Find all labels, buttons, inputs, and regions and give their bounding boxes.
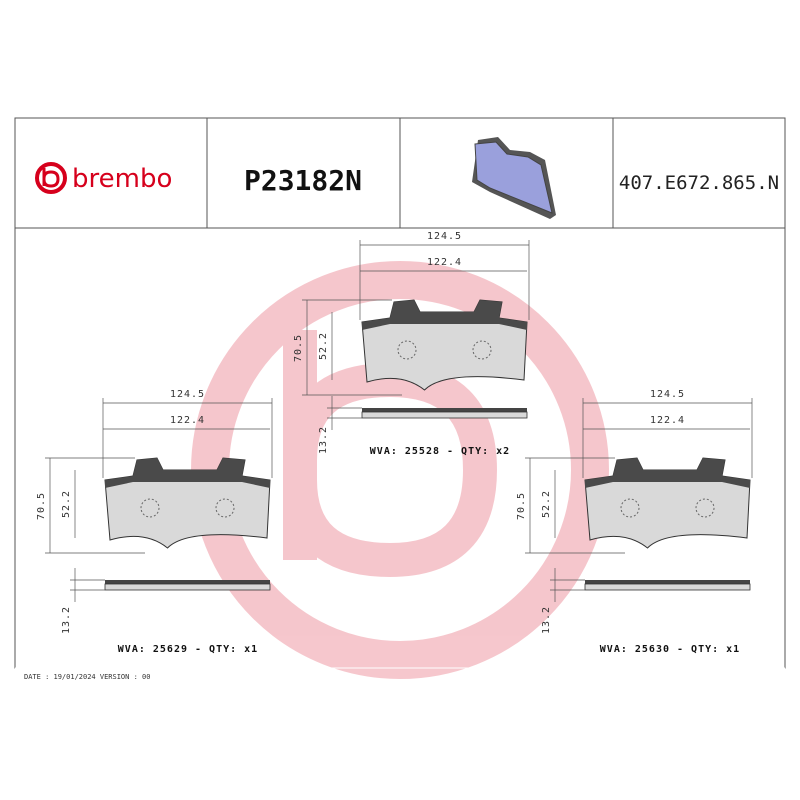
pad-label: WVA: 25528 - QTY: x2 — [370, 446, 510, 457]
dimension-label: 122.4 — [650, 415, 685, 426]
dimension-label: 13.2 — [61, 606, 72, 634]
dimension-label: 13.2 — [541, 606, 552, 634]
part-number: P23182N — [244, 164, 362, 197]
pad-side — [585, 580, 750, 584]
reference: 407.E672.865.N — [619, 172, 779, 194]
pad-hole — [620, 498, 640, 518]
pad-hole — [695, 498, 715, 518]
dimension-label: 52.2 — [318, 332, 329, 360]
pad-side — [361, 411, 528, 419]
dimension-label: 52.2 — [61, 490, 72, 518]
dimension-label: 52.2 — [541, 490, 552, 518]
pad-side — [362, 408, 527, 412]
pad-label: WVA: 25629 - QTY: x1 — [118, 644, 258, 655]
dimension-label: 70.5 — [293, 334, 304, 362]
pad-label: WVA: 25630 - QTY: x1 — [600, 644, 740, 655]
dimension-label: 124.5 — [427, 231, 462, 242]
pad-icon — [472, 137, 556, 219]
dimension-label: 70.5 — [36, 492, 47, 520]
pad-backing — [362, 300, 527, 330]
footer: DATE : 19/01/2024 VERSION : 00 — [24, 673, 150, 681]
dimension-label: 122.4 — [170, 415, 205, 426]
pad-hole — [472, 340, 492, 360]
pad-side — [105, 580, 270, 584]
pad-backing — [105, 458, 270, 488]
dimension-label: 124.5 — [650, 389, 685, 400]
dimension-label: 13.2 — [318, 426, 329, 454]
pad-side — [104, 583, 271, 591]
pad-hole — [140, 498, 160, 518]
dimension-label: 70.5 — [516, 492, 527, 520]
pad-backing — [585, 458, 750, 488]
dimension-label: 124.5 — [170, 389, 205, 400]
brand-logo — [35, 162, 67, 194]
pad-hole — [397, 340, 417, 360]
pad-side — [584, 583, 751, 591]
brand: brembo — [72, 164, 172, 194]
pad-hole — [215, 498, 235, 518]
dimension-label: 122.4 — [427, 257, 462, 268]
